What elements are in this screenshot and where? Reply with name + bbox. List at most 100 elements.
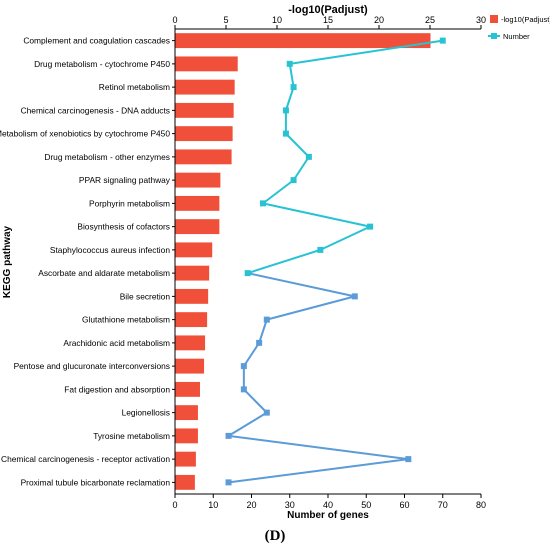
line-segment-8 xyxy=(319,225,371,251)
point-9 xyxy=(317,246,324,253)
point-11 xyxy=(351,293,358,300)
category-label-6: PPAR signaling pathway xyxy=(79,175,171,185)
category-label-7: Porphyrin metabolism xyxy=(89,198,170,208)
point-5 xyxy=(305,153,312,160)
bottom-tick-label-4: 40 xyxy=(323,500,333,510)
bar-5 xyxy=(175,149,232,165)
axes: 0 5 10 15 20 25 30 0 10 20 30 40 50 60 70 80 xyxy=(172,15,486,510)
legend-bar-label: -log10(Padjust) xyxy=(501,15,550,24)
bar-17 xyxy=(175,428,198,444)
bar-6 xyxy=(175,172,221,188)
bar-7 xyxy=(175,195,220,211)
point-15 xyxy=(240,386,247,393)
line-segment-0 xyxy=(289,39,443,65)
line-segment-10 xyxy=(247,272,355,298)
bottom-tick-label-3: 30 xyxy=(285,500,295,510)
legend-line-marker xyxy=(491,33,497,39)
category-label-12: Glutathione metabolism xyxy=(82,315,170,325)
line-segment-2 xyxy=(284,86,295,111)
bottom-tick-label-5: 50 xyxy=(361,500,371,510)
point-13 xyxy=(256,339,263,346)
bottom-tick-label-8: 80 xyxy=(476,500,486,510)
bar-0 xyxy=(175,33,431,49)
bar-4 xyxy=(175,126,233,142)
line-segment-4 xyxy=(285,132,310,158)
point-14 xyxy=(240,363,247,370)
line-segment-16 xyxy=(228,411,268,437)
line-segment-6 xyxy=(262,179,295,205)
bar-14 xyxy=(175,358,205,374)
category-label-2: Retinol metabolism xyxy=(99,82,170,92)
point-0 xyxy=(439,37,446,44)
line-segment-12 xyxy=(258,319,268,344)
category-label-1: Drug metabolism - cytochrome P450 xyxy=(34,59,170,69)
point-1 xyxy=(286,60,293,67)
category-label-8: Biosynthesis of cofactors xyxy=(77,222,170,232)
bar-15 xyxy=(175,381,200,397)
line-segment-13 xyxy=(243,342,260,367)
category-label-16: Legionellosis xyxy=(122,408,170,418)
category-label-19: Proximal tubule bicarbonate reclamation xyxy=(21,477,171,487)
panel-label: (D) xyxy=(264,528,286,544)
bottom-tick-label-0: 0 xyxy=(172,500,177,510)
legend-bar-swatch xyxy=(490,15,498,23)
line-segment-5 xyxy=(292,156,310,181)
top-tick-label-4: 20 xyxy=(374,15,384,25)
bar-1 xyxy=(175,56,238,72)
bar-18 xyxy=(175,451,196,467)
point-2 xyxy=(290,84,297,91)
bottom-axis-title: Number of genes xyxy=(287,510,369,521)
top-tick-label-6: 30 xyxy=(476,15,486,25)
bottom-tick-label-1: 10 xyxy=(208,500,218,510)
bar-3 xyxy=(175,102,234,118)
bar-8 xyxy=(175,219,220,235)
point-4 xyxy=(282,130,289,137)
category-label-4: Metabolism of xenobiotics by cytochrome … xyxy=(0,129,170,139)
bar-10 xyxy=(175,265,210,281)
point-6 xyxy=(290,177,297,184)
category-label-15: Fat digestion and absorption xyxy=(64,384,170,394)
point-12 xyxy=(263,316,270,323)
bar-19 xyxy=(175,474,195,490)
category-label-17: Tyrosine metabolism xyxy=(93,431,170,441)
top-tick-label-0: 0 xyxy=(172,15,177,25)
category-label-3: Chemical carcinogenesis - DNA adducts xyxy=(21,105,170,115)
line-segment-1 xyxy=(288,63,295,88)
top-tick-label-1: 5 xyxy=(223,15,228,25)
category-label-9: Staphylococcus aureus infection xyxy=(50,245,170,255)
category-label-5: Drug metabolism - other enzymes xyxy=(44,152,170,162)
point-8 xyxy=(367,223,374,230)
line-segment-18 xyxy=(228,458,409,484)
category-label-13: Arachidonic acid metabolism xyxy=(63,338,170,348)
category-label-14: Pentose and glucuronate interconversions xyxy=(14,361,170,371)
line-segment-15 xyxy=(243,388,268,414)
bottom-tick-label-6: 60 xyxy=(399,500,409,510)
line-segment-17 xyxy=(228,434,409,461)
bar-13 xyxy=(175,335,206,351)
category-label-0: Complement and coagulation cascades xyxy=(23,36,170,46)
category-label-18: Chemical carcinogenesis - receptor activ… xyxy=(1,454,170,464)
point-18 xyxy=(405,456,412,463)
top-axis-title: -log10(Padjust) xyxy=(288,4,368,16)
bar-series xyxy=(175,33,431,490)
top-tick-label-2: 10 xyxy=(272,15,282,25)
bar-16 xyxy=(175,405,198,421)
category-label-10: Ascorbate and aldarate metabolism xyxy=(38,268,170,278)
point-17 xyxy=(225,432,232,439)
point-3 xyxy=(282,107,289,114)
category-label-11: Bile secretion xyxy=(120,291,171,301)
bar-12 xyxy=(175,312,208,328)
bar-9 xyxy=(175,242,213,258)
bar-2 xyxy=(175,79,235,95)
point-7 xyxy=(259,200,266,207)
legend-line-label: Number xyxy=(503,32,530,41)
point-19 xyxy=(225,479,232,486)
category-labels: Complement and coagulation cascades Drug … xyxy=(0,36,171,488)
top-tick-label-5: 25 xyxy=(425,15,435,25)
point-10 xyxy=(244,270,251,277)
legend: -log10(Padjust) Number xyxy=(488,15,550,41)
number-line-series xyxy=(228,39,443,484)
line-segment-9 xyxy=(247,248,321,275)
line-segment-7 xyxy=(262,202,371,228)
